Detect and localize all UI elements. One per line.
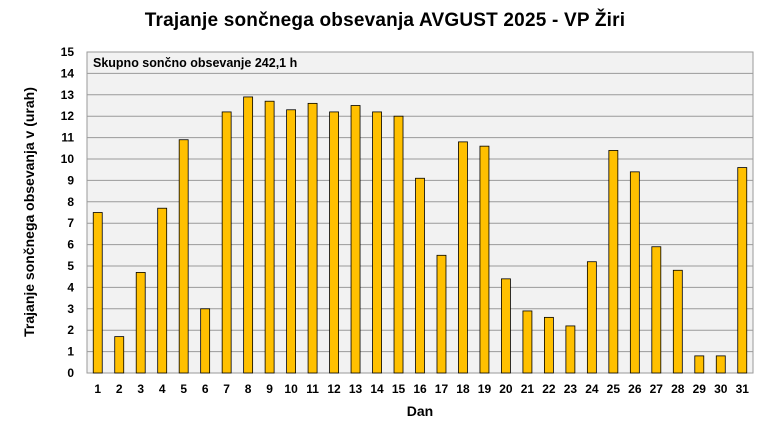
bar-day-30 — [715, 355, 726, 374]
y-tick-label: 10 — [61, 152, 75, 166]
x-tick-label: 1 — [94, 382, 101, 396]
x-tick-label: 2 — [116, 382, 123, 396]
x-tick-labels: 1 2 3 4 5 6 7 8 9 10 11 12 13 14 15 16 17 18 19 20 21 22 23 24 2… — [94, 382, 749, 396]
bar-day-20 — [501, 278, 511, 374]
x-tick-label: 30 — [714, 382, 728, 396]
x-tick-label: 16 — [413, 382, 427, 396]
bar-day-19 — [479, 145, 490, 374]
x-tick-label: 24 — [585, 382, 599, 396]
y-tick-label: 9 — [67, 173, 74, 187]
x-tick-label: 18 — [456, 382, 470, 396]
y-tick-label: 2 — [67, 323, 74, 337]
bar-day-23 — [565, 325, 576, 374]
bar-day-12 — [329, 111, 339, 374]
x-tick-label: 19 — [478, 382, 492, 396]
y-tick-label: 8 — [67, 195, 74, 209]
bar-day-1 — [92, 212, 103, 374]
x-tick-label: 5 — [180, 382, 187, 396]
x-tick-label: 22 — [542, 382, 556, 396]
x-tick-label: 31 — [736, 382, 750, 396]
x-tick-label: 7 — [223, 382, 230, 396]
x-tick-label: 4 — [159, 382, 166, 396]
x-tick-label: 28 — [671, 382, 685, 396]
bar-day-27 — [651, 246, 662, 374]
y-axis-title: Trajanje sončnega obsevanja v (urah) — [21, 87, 37, 337]
bar-day-2 — [114, 336, 125, 374]
bar-day-31 — [737, 167, 748, 374]
x-tick-label: 13 — [349, 382, 363, 396]
x-tick-label: 23 — [564, 382, 578, 396]
y-tick-label: 5 — [67, 259, 74, 273]
bar-day-16 — [415, 177, 425, 374]
x-tick-label: 21 — [521, 382, 535, 396]
bar-day-7 — [221, 111, 232, 374]
bar-day-22 — [544, 316, 554, 374]
bar-day-14 — [372, 111, 382, 374]
x-tick-label: 14 — [370, 382, 384, 396]
bar-day-13 — [350, 105, 361, 374]
bar-day-4 — [157, 207, 168, 374]
bars — [92, 96, 748, 374]
bar-day-15 — [393, 115, 404, 374]
x-tick-label: 12 — [327, 382, 341, 396]
y-tick-label: 6 — [67, 238, 74, 252]
x-tick-label: 8 — [245, 382, 252, 396]
total-sunshine-annotation: Skupno sončno obsevanje 242,1 h — [93, 56, 297, 70]
bar-day-26 — [629, 171, 640, 374]
bar-day-21 — [522, 310, 533, 374]
bar-day-10 — [286, 109, 297, 374]
bar-day-5 — [178, 139, 189, 374]
chart-title: Trajanje sončnega obsevanja AVGUST 2025 … — [144, 10, 626, 31]
bar-day-28 — [672, 269, 683, 374]
x-tick-label: 17 — [435, 382, 449, 396]
bar-day-25 — [608, 150, 619, 374]
y-tick-label: 3 — [67, 302, 74, 316]
bar-day-9 — [264, 100, 275, 374]
x-tick-label: 26 — [628, 382, 642, 396]
x-tick-label: 11 — [306, 382, 319, 396]
bar-day-29 — [694, 355, 705, 374]
x-tick-label: 27 — [650, 382, 664, 396]
y-tick-label: 4 — [67, 280, 74, 294]
y-tick-label: 7 — [67, 216, 74, 230]
x-tick-label: 20 — [499, 382, 513, 396]
bar-day-11 — [307, 102, 318, 374]
bar-day-8 — [243, 96, 254, 374]
y-tick-label: 11 — [61, 131, 74, 145]
x-tick-label: 9 — [266, 382, 273, 396]
x-tick-label: 25 — [607, 382, 621, 396]
bar-day-17 — [436, 254, 447, 374]
x-tick-label: 29 — [693, 382, 707, 396]
x-axis-title: Dan — [407, 403, 433, 419]
y-tick-label: 14 — [61, 66, 75, 80]
bar-day-24 — [586, 261, 597, 374]
y-tick-label: 0 — [67, 366, 74, 380]
bar-day-3 — [135, 272, 146, 374]
bar-day-6 — [200, 308, 211, 374]
x-tick-label: 15 — [392, 382, 406, 396]
bar-day-18 — [458, 141, 468, 374]
x-tick-label: 10 — [284, 382, 298, 396]
y-tick-label: 13 — [61, 88, 75, 102]
x-tick-label: 3 — [137, 382, 144, 396]
x-tick-label: 6 — [202, 382, 209, 396]
y-tick-label: 12 — [61, 109, 75, 123]
y-tick-label: 15 — [61, 45, 75, 59]
y-tick-label: 1 — [67, 345, 74, 359]
